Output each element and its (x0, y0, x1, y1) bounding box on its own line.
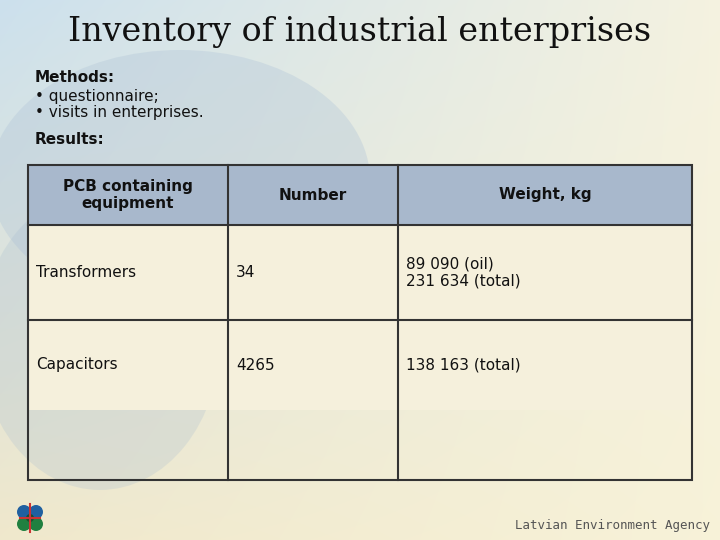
Bar (28, 165, 692, 225)
Text: • visits in enterprises.: • visits in enterprises. (35, 105, 204, 120)
Text: Transformers: Transformers (36, 265, 136, 280)
Bar (28, 320, 692, 410)
Text: 34: 34 (236, 265, 256, 280)
Text: Capacitors: Capacitors (36, 357, 117, 373)
Circle shape (26, 514, 34, 522)
Text: Methods:: Methods: (35, 71, 115, 85)
Text: Results:: Results: (35, 132, 104, 147)
Text: Latvian Environment Agency: Latvian Environment Agency (515, 519, 710, 532)
Text: 89 090 (oil)
231 634 (total): 89 090 (oil) 231 634 (total) (406, 256, 521, 289)
Circle shape (17, 517, 31, 531)
Circle shape (17, 505, 31, 519)
Bar (28, 165, 692, 480)
Ellipse shape (0, 190, 220, 490)
Text: Number: Number (279, 187, 347, 202)
Bar (28, 225, 692, 320)
Text: 4265: 4265 (236, 357, 274, 373)
Ellipse shape (0, 50, 370, 310)
Text: 138 163 (total): 138 163 (total) (406, 357, 521, 373)
Text: Inventory of industrial enterprises: Inventory of industrial enterprises (68, 16, 652, 48)
Circle shape (29, 517, 43, 531)
Text: Weight, kg: Weight, kg (499, 187, 591, 202)
Circle shape (29, 505, 43, 519)
Text: • questionnaire;: • questionnaire; (35, 89, 158, 104)
Text: PCB containing
equipment: PCB containing equipment (63, 179, 193, 211)
